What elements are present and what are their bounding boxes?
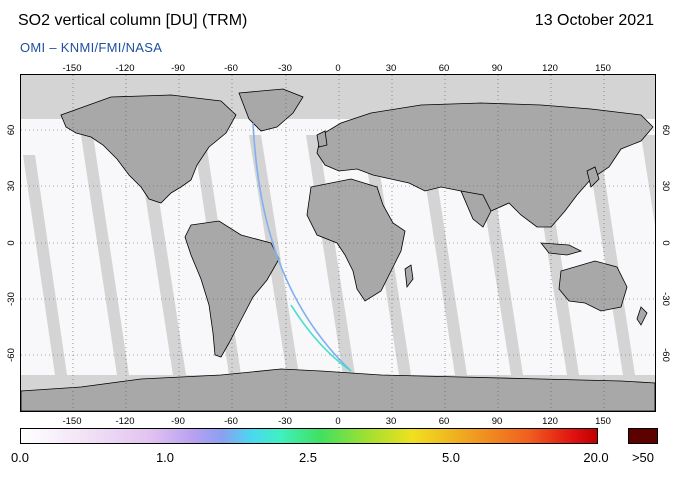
- so2-track-cyan: [290, 304, 352, 372]
- british-isles: [316, 130, 328, 148]
- lon-label-bottom: 120: [542, 416, 558, 427]
- lon-label-bottom: 60: [438, 416, 450, 427]
- indian-subcontinent: [460, 190, 492, 228]
- lat-label-right: -30: [660, 292, 671, 306]
- colorbar-overflow-swatch: [628, 428, 658, 444]
- africa: [306, 178, 406, 302]
- lon-label-bottom: -150: [62, 416, 82, 427]
- lon-label-bottom: -90: [171, 416, 185, 427]
- north-america: [60, 94, 237, 204]
- colorbar: [20, 428, 598, 444]
- lat-label-right: -60: [660, 348, 671, 362]
- lon-label-top: -30: [278, 63, 292, 74]
- lat-label-left: 30: [6, 180, 17, 192]
- eurasia: [316, 102, 654, 228]
- lon-label-top: 0: [335, 63, 341, 74]
- colorbar-label: 5.0: [441, 450, 461, 465]
- map-panel: [20, 74, 656, 412]
- lat-label-right: 30: [660, 180, 671, 192]
- lat-label-right: 0: [660, 240, 671, 246]
- lon-label-top: -60: [224, 63, 238, 74]
- south-america: [184, 220, 280, 358]
- lon-label-top: -150: [62, 63, 82, 74]
- greenland: [238, 88, 304, 132]
- new-zealand: [636, 306, 648, 326]
- lon-label-top: 30: [385, 63, 397, 74]
- landmasses: [21, 88, 655, 411]
- lon-label-top: -120: [115, 63, 135, 74]
- colorbar-label: 20.0: [583, 450, 609, 465]
- colorbar-overflow-label: >50: [631, 450, 655, 465]
- lon-label-bottom: -60: [224, 416, 238, 427]
- lon-label-bottom: 0: [335, 416, 341, 427]
- lon-label-bottom: 30: [385, 416, 397, 427]
- lat-label-right: 60: [660, 124, 671, 136]
- japan: [586, 166, 600, 188]
- world-map: [21, 75, 655, 411]
- lon-label-top: 120: [542, 63, 558, 74]
- colorbar-label: 2.5: [298, 450, 318, 465]
- lon-label-top: -90: [171, 63, 185, 74]
- lon-label-bottom: 90: [491, 416, 503, 427]
- map-date: 13 October 2021: [534, 12, 654, 29]
- lon-label-bottom: 150: [595, 416, 611, 427]
- lon-label-bottom: -30: [278, 416, 292, 427]
- lon-label-bottom: -120: [115, 416, 135, 427]
- lat-label-left: -30: [6, 292, 17, 306]
- lat-label-left: -60: [6, 348, 17, 362]
- colorbar-label: 0.0: [10, 450, 30, 465]
- graticule: [21, 75, 655, 411]
- lon-label-top: 90: [491, 63, 503, 74]
- lat-label-left: 0: [6, 240, 17, 246]
- lon-label-top: 60: [438, 63, 450, 74]
- antarctica: [21, 368, 655, 411]
- lat-label-left: 60: [6, 124, 17, 136]
- so2-track: [252, 122, 352, 372]
- data-provider: OMI – KNMI/FMI/NASA: [20, 40, 163, 55]
- madagascar: [404, 264, 414, 289]
- map-title: SO2 vertical column [DU] (TRM): [18, 12, 248, 29]
- australia: [558, 260, 628, 312]
- colorbar-label: 1.0: [155, 450, 175, 465]
- lon-label-top: 150: [595, 63, 611, 74]
